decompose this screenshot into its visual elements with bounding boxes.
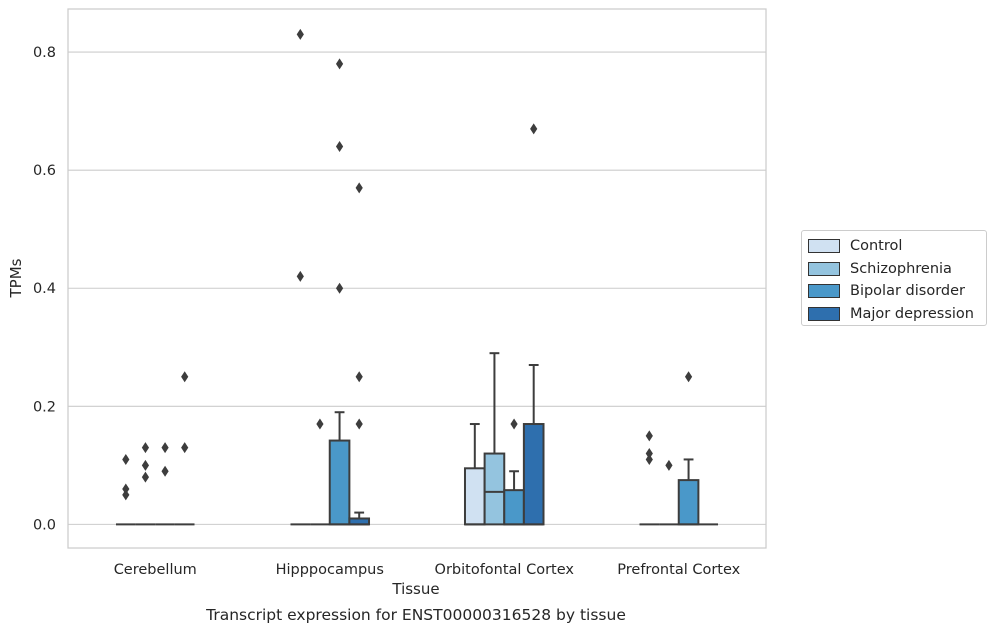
box-schizophrenia: [483, 352, 506, 526]
x-tick-label: Cerebellum: [114, 562, 197, 578]
outlier-point: [684, 371, 693, 383]
outlier-point: [355, 182, 363, 194]
box-schizophrenia: [310, 418, 330, 526]
y-tick-label: 0.4: [33, 281, 56, 297]
y-axis-label: TPMs: [7, 258, 25, 298]
box-bipolar-disorder: [503, 418, 525, 526]
box-bipolar-disorder: [677, 371, 700, 526]
outlier-point: [161, 465, 169, 477]
legend-label-schizophrenia: Schizophrenia: [850, 260, 952, 277]
outlier-point: [161, 442, 169, 454]
outlier-point: [122, 453, 130, 465]
outlier-point: [665, 459, 673, 471]
box-body: [483, 452, 506, 526]
legend-swatch-schizophrenia: [808, 261, 840, 276]
box-bipolar-disorder: [328, 58, 351, 526]
figure-caption: Transcript expression for ENST0000031652…: [206, 606, 626, 624]
box-body: [503, 489, 525, 526]
outlier-point: [181, 371, 189, 383]
outlier-point: [296, 270, 304, 282]
outlier-point: [181, 442, 189, 454]
x-axis-ticks: Cerebellum Hipppocampus Orbitofontal Corte…: [114, 562, 741, 578]
outlier-point: [645, 453, 653, 465]
outlier-point: [530, 123, 538, 135]
legend: Control Schizophrenia Bipolar disorder M…: [801, 230, 987, 326]
legend-swatch-major-depression: [808, 306, 840, 321]
outlier-point: [296, 28, 304, 40]
y-tick-label: 0.8: [33, 45, 56, 61]
outlier-point: [355, 418, 363, 430]
legend-swatch-bipolar-disorder: [808, 284, 840, 299]
box-major-depression: [522, 123, 545, 526]
outlier-point: [141, 471, 150, 483]
y-tick-label: 0.0: [33, 517, 56, 533]
y-tick-label: 0.6: [33, 163, 56, 179]
box-control: [115, 453, 136, 526]
outlier-point: [335, 282, 344, 294]
x-tick-label: Hipppocampus: [276, 562, 384, 578]
legend-label-control: Control: [850, 238, 903, 255]
box-body: [328, 439, 351, 526]
plot-area-frame: [67, 8, 767, 549]
outlier-point: [645, 430, 653, 442]
box-body: [522, 423, 545, 526]
outlier-point: [122, 489, 130, 501]
box-schizophrenia: [135, 442, 156, 526]
outlier-point: [510, 418, 518, 430]
x-tick-label: Prefrontal Cortex: [617, 562, 740, 578]
legend-item-bipolar-disorder: Bipolar disorder: [808, 280, 980, 303]
y-tick-label: 0.2: [33, 399, 56, 415]
box-control: [290, 28, 311, 526]
outlier-point: [122, 483, 130, 495]
box-schizophrenia: [659, 459, 679, 526]
outlier-point: [645, 448, 653, 460]
legend-item-control: Control: [808, 235, 980, 258]
legend-label-major-depression: Major depression: [850, 305, 974, 322]
box-body: [677, 479, 700, 526]
outlier-point: [316, 418, 324, 430]
x-tick-label: Orbitofontal Cortex: [435, 562, 575, 578]
box-control: [463, 423, 486, 526]
outlier-point: [355, 371, 363, 383]
x-axis-label: Tissue: [392, 580, 440, 598]
legend-item-schizophrenia: Schizophrenia: [808, 258, 980, 281]
box-body: [463, 467, 486, 526]
box-major-depression: [348, 182, 371, 526]
y-axis-ticks: 0.0 0.2 0.4 0.6 0.8: [33, 45, 56, 533]
box-major-depression: [174, 371, 195, 526]
outlier-point: [335, 141, 344, 153]
legend-label-bipolar-disorder: Bipolar disorder: [850, 283, 965, 300]
outlier-point: [141, 442, 150, 454]
grid-lines: [68, 51, 766, 525]
legend-swatch-control: [808, 239, 840, 254]
box-control: [639, 430, 660, 526]
outlier-point: [335, 58, 344, 70]
outlier-point: [141, 459, 150, 471]
box-plot-series: [115, 28, 719, 526]
legend-item-major-depression: Major depression: [808, 303, 980, 326]
box-bipolar-disorder: [155, 442, 175, 526]
